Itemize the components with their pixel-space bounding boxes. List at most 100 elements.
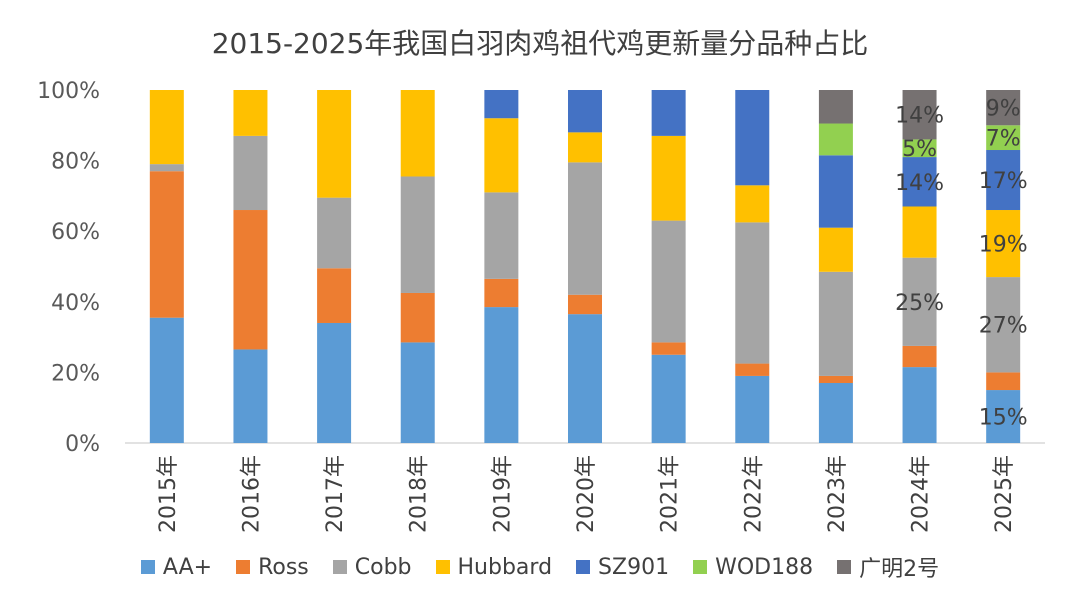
bar-segment bbox=[818, 227, 853, 272]
x-tick-label: 2022年 bbox=[741, 455, 766, 533]
legend-item: Cobb bbox=[332, 554, 412, 580]
bar-segment bbox=[233, 135, 268, 211]
legend-item: SZ901 bbox=[576, 555, 669, 580]
bar-segment bbox=[986, 90, 1021, 126]
bar-segment bbox=[233, 210, 268, 350]
chart-title: 2015-2025年我国白羽肉鸡祖代鸡更新量分品种占比 bbox=[211, 27, 869, 60]
bar-segment bbox=[400, 176, 435, 293]
legend-item: 广明2号 bbox=[837, 551, 939, 583]
bar-segment bbox=[902, 90, 937, 140]
bar-segment bbox=[149, 317, 184, 443]
bar-segment bbox=[317, 90, 352, 198]
x-tick-label: 2018年 bbox=[407, 455, 432, 533]
bar-segment bbox=[986, 277, 1021, 373]
legend-label: Cobb bbox=[354, 554, 412, 580]
legend-swatch bbox=[693, 560, 708, 574]
bar-segment bbox=[149, 90, 184, 165]
y-tick-label: 100% bbox=[37, 79, 100, 104]
bar-segment bbox=[484, 118, 519, 193]
bar-segment bbox=[400, 292, 435, 343]
bar-segment bbox=[317, 268, 352, 323]
bar-segment bbox=[317, 322, 352, 443]
bar-segment bbox=[149, 171, 184, 318]
x-tick-label: 2021年 bbox=[658, 455, 683, 533]
data-label: 15% bbox=[979, 406, 1028, 431]
x-tick-label: 2024年 bbox=[909, 455, 934, 533]
bar-segment bbox=[735, 363, 770, 376]
bar-segment bbox=[400, 342, 435, 443]
bar-segment bbox=[568, 314, 602, 443]
bar-segment bbox=[902, 345, 937, 368]
x-tick-label: 2023年 bbox=[825, 455, 850, 533]
bar-segment bbox=[818, 375, 853, 383]
bar-segment bbox=[818, 90, 853, 124]
bar-segment bbox=[735, 185, 770, 223]
bar-segment bbox=[986, 372, 1021, 391]
data-label: 9% bbox=[986, 97, 1021, 122]
bar-segment bbox=[568, 294, 602, 315]
bar-segment bbox=[902, 139, 937, 158]
bar-segment bbox=[735, 222, 770, 364]
bar-segment bbox=[818, 271, 853, 376]
legend-label: AA+ bbox=[162, 554, 213, 580]
bar-segment bbox=[902, 157, 937, 207]
bar-segment bbox=[651, 90, 686, 136]
data-label: 27% bbox=[979, 314, 1028, 339]
data-label: 25% bbox=[895, 291, 944, 316]
x-tick-label: 2017年 bbox=[323, 455, 348, 533]
legend-label: Ross bbox=[258, 554, 309, 580]
bar-segment bbox=[986, 210, 1021, 278]
legend-label: 广明2号 bbox=[859, 557, 940, 582]
x-tick-label: 2015年 bbox=[156, 455, 181, 533]
legend-label: WOD188 bbox=[715, 554, 814, 580]
x-tick-label: 2020年 bbox=[574, 455, 599, 533]
bar-segment bbox=[568, 90, 602, 133]
bar-segment bbox=[484, 192, 519, 279]
bar-segment bbox=[568, 132, 602, 163]
bar-segment bbox=[902, 206, 937, 258]
y-tick-label: 60% bbox=[51, 220, 100, 245]
legend-swatch bbox=[332, 560, 347, 574]
bar-segment bbox=[484, 278, 519, 308]
bar-segment bbox=[400, 90, 435, 177]
legend-item: Ross bbox=[236, 555, 309, 580]
bar-segment bbox=[484, 90, 519, 119]
legend-item: WOD188 bbox=[693, 555, 813, 580]
data-label: 17% bbox=[979, 169, 1028, 194]
x-tick-label: 2016年 bbox=[239, 455, 264, 533]
y-tick-label: 20% bbox=[51, 361, 100, 386]
bar-segment bbox=[735, 90, 770, 186]
x-tick-label: 2025年 bbox=[992, 455, 1017, 533]
data-label: 7% bbox=[986, 127, 1021, 152]
legend-swatch bbox=[140, 560, 155, 574]
bar-segment bbox=[818, 382, 853, 443]
y-tick-label: 40% bbox=[51, 291, 100, 316]
legend-swatch bbox=[236, 560, 251, 574]
data-label: 19% bbox=[979, 233, 1028, 258]
bar-segment bbox=[651, 135, 686, 221]
legend-swatch bbox=[435, 560, 450, 574]
legend-label: Hubbard bbox=[457, 554, 553, 580]
legend-item: Hubbard bbox=[435, 554, 553, 580]
data-label: 14% bbox=[895, 104, 944, 129]
bar-segment bbox=[149, 164, 184, 172]
legend-swatch bbox=[576, 560, 591, 574]
data-label: 5% bbox=[902, 137, 937, 162]
data-label: 14% bbox=[895, 171, 944, 196]
bar-segment bbox=[902, 367, 937, 443]
bar-segment bbox=[233, 349, 268, 443]
bar-segment bbox=[986, 390, 1021, 443]
bar-segment bbox=[568, 162, 602, 295]
bar-segment bbox=[317, 197, 352, 269]
bar-segment bbox=[233, 90, 268, 136]
x-tick-label: 2019年 bbox=[490, 455, 515, 533]
legend: AA+ Ross Cobb Hubbard SZ901 WOD188 广明2号 bbox=[0, 550, 1080, 584]
bar-segment bbox=[484, 307, 519, 443]
bar-segment bbox=[651, 342, 686, 355]
bar-segment bbox=[986, 125, 1021, 151]
bar-segment bbox=[651, 354, 686, 443]
bar-segment bbox=[986, 150, 1021, 211]
bar-segment bbox=[902, 257, 937, 346]
